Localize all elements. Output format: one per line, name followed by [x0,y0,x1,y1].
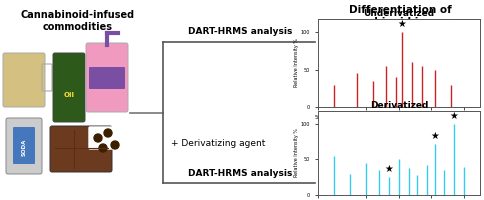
FancyBboxPatch shape [89,67,125,89]
FancyBboxPatch shape [89,127,113,149]
FancyBboxPatch shape [53,53,85,122]
Text: SODA: SODA [21,138,27,156]
FancyBboxPatch shape [86,43,128,112]
Circle shape [104,129,112,137]
Text: ★: ★ [384,164,393,174]
Text: ★: ★ [429,131,438,141]
Text: Differentiation of
cannabinoid isomers: Differentiation of cannabinoid isomers [338,5,460,27]
Text: DART-HRMS analysis: DART-HRMS analysis [187,169,291,178]
Title: Derivatized: Derivatized [369,101,427,110]
Text: Cannabinoid-infused
commodities: Cannabinoid-infused commodities [21,10,135,32]
Y-axis label: Relative Intensity %: Relative Intensity % [294,39,299,87]
Circle shape [94,134,102,142]
Circle shape [111,141,119,149]
Text: ★: ★ [397,19,406,29]
Text: Oil: Oil [63,92,75,98]
X-axis label: m/z: m/z [393,121,403,126]
FancyBboxPatch shape [3,53,45,107]
FancyBboxPatch shape [13,127,35,164]
Text: ★: ★ [449,111,457,121]
FancyBboxPatch shape [6,118,42,174]
Text: + Derivatizing agent: + Derivatizing agent [170,139,265,148]
Text: DART-HRMS analysis: DART-HRMS analysis [187,27,291,36]
Circle shape [99,144,107,152]
Title: Underivatized: Underivatized [363,9,434,18]
FancyBboxPatch shape [50,126,112,172]
Y-axis label: Relative Intensity %: Relative Intensity % [294,129,299,177]
